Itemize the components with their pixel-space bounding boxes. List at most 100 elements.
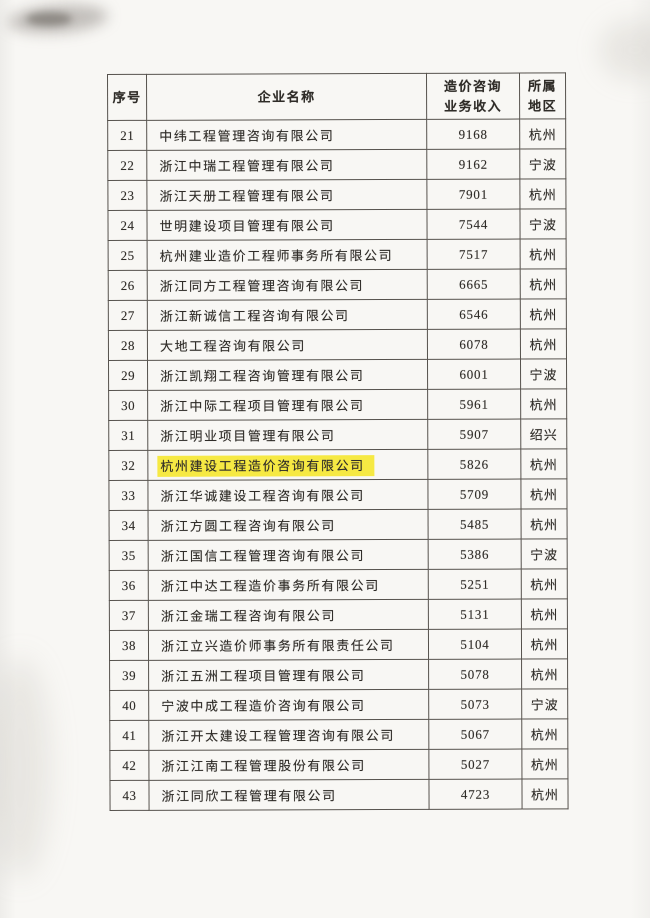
row-number-cell: 28 [108,330,148,361]
row-number-cell: 43 [109,780,150,811]
region-cell: 杭州 [520,388,567,420]
scan-smudge [26,12,72,26]
table-row: 41 浙江开太建设工程管理咨询有限公司 5067 杭州 [109,718,568,751]
income-cell: 5104 [428,629,522,660]
row-number-cell: 41 [109,720,149,751]
company-name: 浙江同欣工程管理有限公司 [161,788,337,804]
company-name-cell: 浙江中际工程项目管理有限公司 [147,389,428,421]
income-cell: 9168 [426,119,520,150]
company-name-cell: 浙江中瑞工程管理有限公司 [146,149,427,181]
region-cell: 杭州 [520,448,567,480]
company-name: 浙江五洲工程项目管理有限公司 [161,668,366,684]
table-row: 37 浙江金瑞工程咨询有限公司 5131 杭州 [109,598,568,631]
company-name: 浙江新诚信工程咨询有限公司 [159,308,350,324]
table-row: 31 浙江明业项目管理有限公司 5907 绍兴 [108,418,567,451]
income-cell: 5067 [428,719,522,750]
region-cell: 杭州 [521,778,569,810]
region-cell: 杭州 [520,298,567,330]
row-number-cell: 42 [109,750,149,781]
region-cell: 杭州 [520,328,567,360]
table-row: 35 浙江国信工程管理咨询有限公司 5386 宁波 [109,538,568,571]
row-number-cell: 30 [108,390,148,421]
income-cell: 5826 [427,449,521,480]
region-cell: 杭州 [521,508,568,540]
row-number-cell: 32 [108,450,148,481]
income-cell: 5907 [427,419,521,450]
region-cell: 杭州 [519,178,566,210]
region-cell: 杭州 [521,718,568,750]
company-name-cell: 浙江同欣工程管理有限公司 [148,779,430,811]
company-name-cell: 杭州建业造价工程师事务所有限公司 [147,239,428,271]
company-name: 浙江华诚建设工程咨询有限公司 [160,488,365,504]
row-number-cell: 21 [107,120,147,151]
company-name: 浙江中瑞工程管理有限公司 [159,158,335,174]
table-row: 36 浙江中达工程造价事务所有限公司 5251 杭州 [109,568,568,601]
company-name-cell: 中纬工程管理咨询有限公司 [146,119,427,151]
income-cell: 7517 [427,239,521,270]
income-cell: 5386 [428,539,522,570]
table-row: 27 浙江新诚信工程咨询有限公司 6546 杭州 [108,298,567,331]
table-row: 22 浙江中瑞工程管理有限公司 9162 宁波 [107,148,566,181]
scan-shadow [600,20,650,80]
row-number-cell: 24 [107,210,148,241]
row-number-cell: 40 [109,690,149,721]
company-name: 浙江金瑞工程咨询有限公司 [160,608,337,624]
income-cell: 6001 [427,359,521,390]
table-row: 32 杭州建设工程造价咨询有限公司 5826 杭州 [108,448,567,481]
company-name: 大地工程咨询有限公司 [159,338,306,354]
header-line: 所属 [528,78,558,94]
row-number-cell: 25 [108,240,148,271]
company-name: 浙江开太建设工程管理咨询有限公司 [161,727,395,744]
header-cell-name: 企业名称 [146,73,427,121]
region-cell: 杭州 [521,748,568,780]
region-cell: 绍兴 [520,418,567,450]
region-cell: 宁波 [520,358,567,390]
income-cell: 7544 [426,209,521,240]
income-cell: 9162 [426,149,520,180]
table-row: 40 宁波中成工程造价咨询有限公司 5073 宁波 [109,688,568,721]
income-cell: 5709 [427,479,522,510]
company-name-cell: 浙江凯翔工程咨询管理有限公司 [147,359,428,391]
row-number-cell: 22 [107,150,147,181]
income-cell: 5131 [428,599,522,630]
scan-smudge [7,1,109,37]
company-name: 浙江天册工程管理有限公司 [159,188,335,204]
table-row: 24 世明建设项目管理有限公司 7544 宁波 [107,208,567,241]
company-name: 浙江江南工程管理股份有限公司 [161,758,366,774]
region-cell: 杭州 [521,598,568,630]
region-cell: 杭州 [520,238,567,270]
company-name-cell: 浙江国信工程管理咨询有限公司 [148,539,429,571]
region-cell: 杭州 [521,658,568,690]
company-name: 浙江方圆工程咨询有限公司 [160,518,336,534]
region-cell: 杭州 [519,118,566,150]
company-ranking-table: 序号 企业名称 造价咨询 业务收入 所属 地区 21 中纬工程管理咨询有限公司 9168 杭州 2… [107,72,569,811]
income-cell: 5961 [427,389,521,420]
table-row: 33 浙江华诚建设工程咨询有限公司 5709 杭州 [108,478,568,511]
header-cell-region: 所属 地区 [519,72,566,120]
row-number-cell: 33 [108,480,149,511]
table-row: 34 浙江方圆工程咨询有限公司 5485 杭州 [109,508,568,541]
income-cell: 5251 [428,569,522,600]
company-name-cell: 浙江江南工程管理股份有限公司 [148,749,429,781]
row-number-cell: 31 [108,420,148,451]
table-row: 23 浙江天册工程管理有限公司 7901 杭州 [107,178,566,211]
income-cell: 5027 [428,749,522,780]
row-number-cell: 38 [109,630,149,661]
income-cell: 4723 [428,779,523,810]
region-cell: 杭州 [521,568,568,600]
income-cell: 5485 [428,509,522,540]
company-name-cell: 浙江立兴造价师事务所有限责任公司 [148,629,429,661]
region-cell: 宁波 [521,688,568,720]
company-name-cell: 浙江中达工程造价事务所有限公司 [148,569,429,601]
company-name: 浙江立兴造价师事务所有限责任公司 [160,637,395,654]
table-row: 42 浙江江南工程管理股份有限公司 5027 杭州 [109,748,568,781]
table-row: 39 浙江五洲工程项目管理有限公司 5078 杭州 [109,658,568,691]
company-name: 浙江同方工程管理咨询有限公司 [159,278,365,294]
income-cell: 6546 [427,299,521,330]
table-row: 43 浙江同欣工程管理有限公司 4723 杭州 [109,778,569,811]
company-name-cell: 浙江金瑞工程咨询有限公司 [148,599,429,631]
company-name: 宁波中成工程造价咨询有限公司 [161,698,366,714]
region-cell: 宁波 [521,538,568,570]
company-name-cell: 大地工程咨询有限公司 [147,329,428,361]
header-line: 业务收入 [444,98,503,114]
